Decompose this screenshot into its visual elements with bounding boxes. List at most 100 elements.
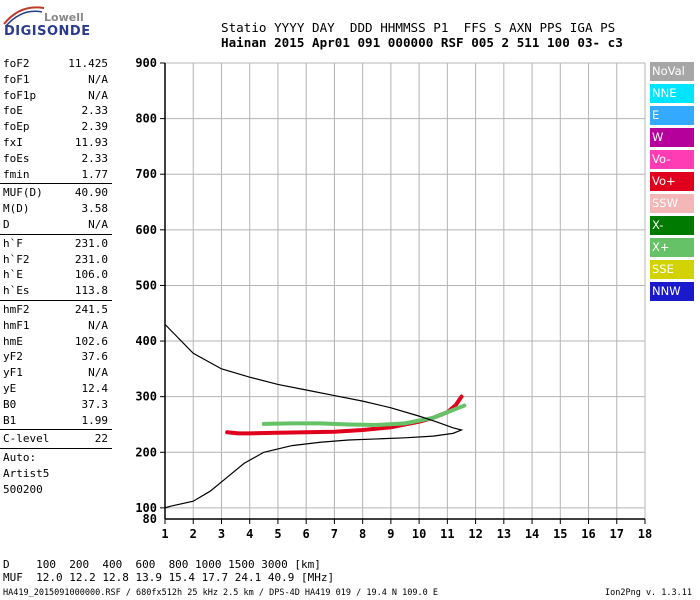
- param-value: 2.33: [81, 151, 109, 165]
- y-tick-label: 300: [135, 390, 157, 404]
- x-tick-label: 4: [246, 527, 253, 541]
- legend-item: NNW: [650, 282, 694, 301]
- param-value: 11.425: [68, 57, 108, 70]
- param-divider: [0, 233, 112, 235]
- polarization-legend: NoVal NNE E W Vo- Vo+ SSW X- X+ SSE NNW: [650, 62, 694, 304]
- param-row: foF1p N/A: [0, 88, 112, 104]
- x-tick-label: 18: [638, 527, 652, 541]
- param-divider: [0, 183, 112, 185]
- y-tick-label: 900: [135, 56, 157, 70]
- autoscaling-label: Auto:: [3, 451, 37, 465]
- param-row: fxI 11.93: [0, 135, 112, 151]
- param-divider: [0, 448, 112, 450]
- legend-item: X+: [650, 238, 694, 257]
- param-label: C-level: [3, 432, 50, 446]
- param-row: hmF2 241.5: [0, 302, 112, 318]
- footer-version: Ion2Png v. 1.3.11: [605, 588, 692, 598]
- legend-item: W: [650, 128, 694, 147]
- param-label: foEp: [3, 120, 30, 134]
- param-row: M(D) 3.58: [0, 201, 112, 217]
- param-label: foE: [3, 104, 23, 118]
- param-value: 231.0: [74, 252, 108, 266]
- legend-item: SSW: [650, 194, 694, 213]
- x-tick-label: 17: [610, 527, 624, 541]
- param-row: D N/A: [0, 217, 112, 233]
- param-group-4: hmF2 241.5 hmF1 N/A hmE 102.6 yF2 37.6 yF1 N/A yE 1…: [0, 302, 112, 428]
- x-tick-label: 13: [497, 527, 511, 541]
- y-tick-label: 100: [135, 501, 157, 515]
- param-value: 102.6: [74, 334, 108, 348]
- legend-item: X-: [650, 216, 694, 235]
- param-value: 37.3: [81, 397, 109, 411]
- muf-row: MUF 12.0 12.2 12.8 13.9 15.4 17.7 24.1 4…: [3, 571, 335, 584]
- param-label: fxI: [3, 135, 23, 149]
- param-row: B0 37.3: [0, 397, 112, 413]
- param-label: M(D): [3, 202, 30, 216]
- param-value: 2.39: [81, 120, 109, 134]
- param-label: h`F2: [3, 252, 30, 266]
- param-row: yF2 37.6: [0, 349, 112, 365]
- y-tick-label: 800: [135, 112, 157, 126]
- param-group-1: foF2 11.425 foF1 N/A foF1p N/A foE 2.33 foEp 2.39…: [0, 56, 112, 182]
- header-field-values: Hainan 2015 Apr01 091 000000 RSF 005 2 5…: [221, 35, 623, 50]
- x-tick-label: 3: [218, 527, 225, 541]
- y-tick-label: 600: [135, 223, 157, 237]
- param-label: B1: [3, 413, 17, 427]
- x-tick-label: 8: [359, 527, 366, 541]
- electron-density-profile-curve: [164, 323, 464, 509]
- param-label: h`E: [3, 268, 23, 282]
- x-tick-label: 14: [525, 527, 539, 541]
- param-value: 113.8: [74, 284, 108, 298]
- param-label: B0: [3, 397, 17, 411]
- param-value: 106.0: [74, 268, 108, 282]
- param-value: N/A: [88, 88, 108, 102]
- param-label: fmin: [3, 167, 30, 181]
- param-row: MUF(D) 40.90: [0, 185, 112, 201]
- param-row: foE 2.33: [0, 103, 112, 119]
- header-field-names: Statio YYYY DAY DDD HHMMSS P1 FFS S AXN …: [221, 20, 616, 35]
- param-label: hmF2: [3, 302, 30, 316]
- param-row: h`E 106.0: [0, 267, 112, 283]
- param-row: yE 12.4: [0, 381, 112, 397]
- param-value: 37.6: [81, 350, 109, 364]
- param-value: N/A: [88, 318, 108, 332]
- param-group-3: h`F 231.0 h`F2 231.0 h`E 106.0 h`Es 113.8: [0, 236, 112, 299]
- param-value: N/A: [88, 217, 108, 231]
- x-tick-label: 12: [468, 527, 482, 541]
- param-label: h`Es: [3, 284, 30, 298]
- param-group-2: MUF(D) 40.90 M(D) 3.58 D N/A: [0, 185, 112, 232]
- param-row: foF1 N/A: [0, 72, 112, 88]
- param-value: N/A: [88, 72, 108, 86]
- y-tick-label: 400: [135, 334, 157, 348]
- legend-item: SSE: [650, 260, 694, 279]
- param-value: 12.4: [81, 381, 109, 395]
- x-tick-label: 5: [274, 527, 281, 541]
- param-label: yF1: [3, 366, 23, 380]
- param-row: yF1 N/A: [0, 365, 112, 381]
- y-tick-label: 80: [143, 512, 157, 526]
- param-label: foEs: [3, 151, 30, 165]
- param-row: hmF1 N/A: [0, 318, 112, 334]
- x-tick-label: 9: [387, 527, 394, 541]
- legend-item: Vo-: [650, 150, 694, 169]
- param-label: yE: [3, 381, 17, 395]
- logo-brand-top: Lowell: [44, 11, 84, 24]
- footer-file-info: HA419_2015091000000.RSF / 680fx512h 25 k…: [3, 588, 438, 598]
- artist-name: Artist5: [3, 466, 50, 480]
- param-row: B1 1.99: [0, 413, 112, 429]
- x-tick-label: 7: [331, 527, 338, 541]
- echo-trace: [261, 403, 467, 428]
- param-row: h`F2 231.0: [0, 252, 112, 268]
- param-value: 1.99: [81, 413, 109, 427]
- param-label: foF2: [3, 57, 30, 70]
- param-label: hmE: [3, 334, 23, 348]
- param-value: 40.90: [74, 186, 108, 200]
- param-divider: [0, 429, 112, 431]
- param-divider: [0, 299, 112, 301]
- legend-item: Vo+: [650, 172, 694, 191]
- x-tick-label: 10: [412, 527, 426, 541]
- param-row: C-level 22: [0, 431, 112, 447]
- legend-item: NNE: [650, 84, 694, 103]
- param-group-5: C-level 22: [0, 431, 112, 447]
- legend-item: E: [650, 106, 694, 125]
